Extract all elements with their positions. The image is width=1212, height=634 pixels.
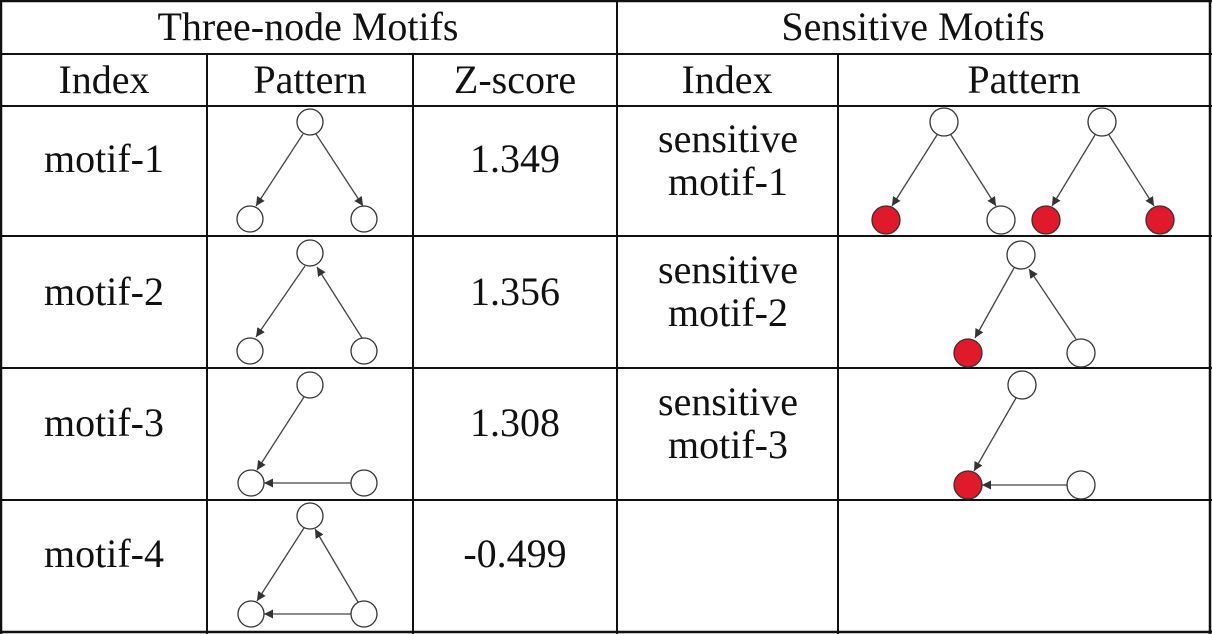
motif-4-pattern bbox=[237, 502, 378, 628]
sensitive-index-line-2: motif-2 bbox=[668, 290, 788, 335]
sensitive-node bbox=[953, 470, 983, 500]
motif-node bbox=[350, 469, 378, 497]
motif-node bbox=[296, 502, 324, 530]
sensitive-index-line-1: sensitive bbox=[658, 379, 798, 424]
sensitive-index-line-1: sensitive bbox=[658, 116, 798, 161]
table-row: motif-1 1.349 sensitive motif-1 bbox=[44, 116, 798, 204]
column-header-zscore: Z-score bbox=[454, 57, 576, 102]
motif-node bbox=[236, 337, 264, 365]
motif-node bbox=[350, 600, 378, 628]
motif-node bbox=[986, 205, 1016, 235]
motif-index: motif-1 bbox=[44, 136, 164, 181]
motif-2-pattern bbox=[236, 239, 378, 365]
motif-index: motif-2 bbox=[44, 269, 164, 314]
motif-node bbox=[1066, 470, 1096, 500]
column-header-index: Index bbox=[58, 57, 149, 102]
column-header-sensitive-index: Index bbox=[681, 57, 772, 102]
sensitive-motif-2-pattern bbox=[953, 240, 1096, 368]
motif-node bbox=[237, 600, 265, 628]
motif-index: motif-3 bbox=[44, 400, 164, 445]
sensitive-node bbox=[871, 205, 901, 235]
motif-node bbox=[1007, 370, 1037, 400]
sensitive-node bbox=[953, 338, 983, 368]
motif-3-pattern bbox=[237, 371, 378, 497]
motif-node bbox=[236, 205, 264, 233]
sensitive-node bbox=[1145, 205, 1175, 235]
motif-zscore: 1.356 bbox=[470, 269, 560, 314]
sensitive-motif-1-pattern bbox=[871, 107, 1175, 235]
motif-node bbox=[296, 371, 324, 399]
motif-node bbox=[296, 108, 324, 136]
sensitive-index-line-2: motif-3 bbox=[668, 422, 788, 467]
table-row: motif-4 -0.499 bbox=[44, 531, 567, 576]
motif-node bbox=[237, 469, 265, 497]
motif-zscore: 1.308 bbox=[470, 400, 560, 445]
group-header-three-node: Three-node Motifs bbox=[157, 4, 458, 49]
motif-zscore: -0.499 bbox=[463, 531, 566, 576]
table-row: motif-2 1.356 sensitive motif-2 bbox=[44, 247, 798, 335]
motif-node bbox=[350, 205, 378, 233]
motif-node bbox=[296, 239, 324, 267]
motif-index: motif-4 bbox=[44, 531, 164, 576]
sensitive-index-line-2: motif-1 bbox=[668, 159, 788, 204]
motif-node bbox=[350, 337, 378, 365]
table-row: motif-3 1.308 sensitive motif-3 bbox=[44, 379, 798, 467]
motif-node bbox=[1006, 240, 1036, 270]
motif-node bbox=[1066, 338, 1096, 368]
motif-node bbox=[929, 107, 959, 137]
motif-node bbox=[1087, 107, 1117, 137]
sensitive-motif-3-pattern bbox=[953, 370, 1096, 500]
group-header-sensitive: Sensitive Motifs bbox=[781, 4, 1044, 49]
column-header-sensitive-pattern: Pattern bbox=[967, 57, 1080, 102]
sensitive-node bbox=[1031, 205, 1061, 235]
column-header-pattern: Pattern bbox=[253, 57, 366, 102]
motif-1-pattern bbox=[236, 108, 378, 233]
sensitive-index-line-1: sensitive bbox=[658, 247, 798, 292]
motif-zscore: 1.349 bbox=[470, 136, 560, 181]
